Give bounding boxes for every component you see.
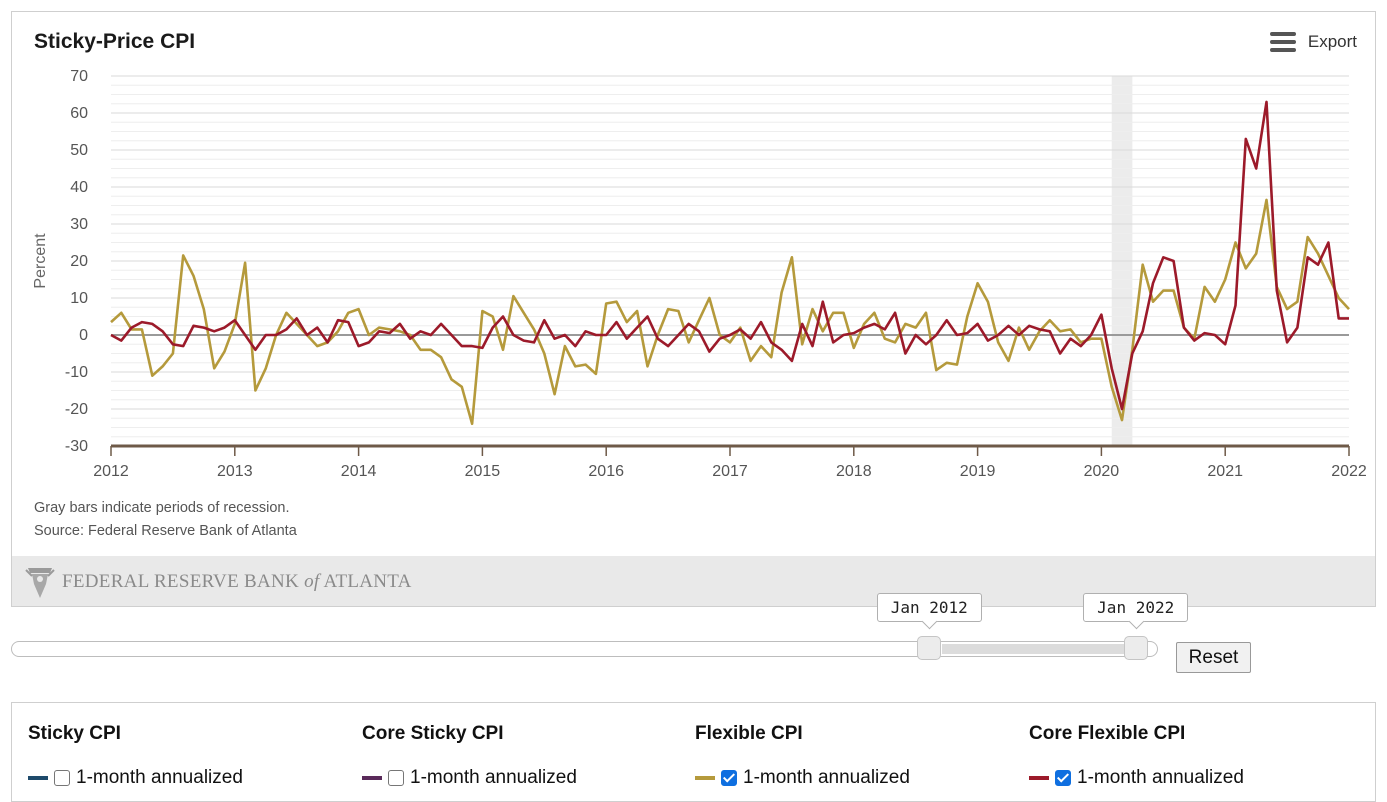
x-tick-label: 2019 xyxy=(960,463,996,480)
x-tick-label: 2022 xyxy=(1331,463,1367,480)
legend-group-core-flexible-cpi: Core Flexible CPI 1-month annualized xyxy=(1029,723,1244,788)
legend-item-label[interactable]: 1-month annualized xyxy=(76,767,243,788)
x-tick-label: 2017 xyxy=(712,463,748,480)
export-button[interactable]: Export xyxy=(1269,32,1357,52)
legend-group-core-sticky-cpi: Core Sticky CPI 1-month annualized xyxy=(362,723,577,788)
series-swatch xyxy=(1029,776,1049,780)
x-tick-label: 2021 xyxy=(1207,463,1243,480)
recession-note: Gray bars indicate periods of recession. xyxy=(34,500,290,516)
x-tick-label: 2020 xyxy=(1084,463,1120,480)
y-tick-label: -20 xyxy=(65,401,88,418)
legend-item-label[interactable]: 1-month annualized xyxy=(410,767,577,788)
x-tick-label: 2012 xyxy=(93,463,129,480)
checkbox-checked[interactable] xyxy=(1055,770,1071,786)
range-start-label: Jan 2012 xyxy=(876,593,982,622)
series-line-flexible-cpi xyxy=(110,198,1350,426)
y-axis-title: Percent xyxy=(32,233,49,289)
y-tick-label: 60 xyxy=(70,105,88,122)
x-tick-label: 2016 xyxy=(588,463,624,480)
series-swatch xyxy=(362,776,382,780)
chart-plot: -30 -20 -10 0 10 20 30 40 50 60 70 Percent 2012 2013 2… xyxy=(32,68,1367,480)
series-swatch xyxy=(695,776,715,780)
y-tick-label: 20 xyxy=(70,253,88,270)
y-tick-label: 50 xyxy=(70,142,88,159)
reset-button[interactable]: Reset xyxy=(1176,642,1251,673)
legend-group-title: Sticky CPI xyxy=(28,723,121,744)
legend-group-flexible-cpi: Flexible CPI 1-month annualized xyxy=(695,723,910,788)
x-tick-label: 2013 xyxy=(217,463,253,480)
x-tick-label: 2018 xyxy=(836,463,872,480)
checkbox-checked[interactable] xyxy=(721,770,737,786)
source-note: Source: Federal Reserve Bank of Atlanta xyxy=(34,523,297,539)
y-tick-label: 70 xyxy=(70,68,88,85)
y-tick-label: 0 xyxy=(79,327,88,344)
frb-logo: FEDERAL RESERVE BANK of ATLANTA xyxy=(24,564,412,600)
checkbox[interactable] xyxy=(54,770,70,786)
legend-item-flexible-cpi[interactable]: 1-month annualized xyxy=(695,767,910,789)
y-tick-label: -10 xyxy=(65,364,88,381)
y-tick-label: 40 xyxy=(70,179,88,196)
chart-panel: -30 -20 -10 0 10 20 30 40 50 60 70 Percent 2012 2013 2… xyxy=(11,11,1376,607)
series-line-core-flexible-cpi xyxy=(110,100,1349,411)
eagle-emblem-icon xyxy=(25,568,55,598)
x-tick-label: 2015 xyxy=(465,463,501,480)
y-tick-label: -30 xyxy=(65,438,88,455)
menu-icon[interactable] xyxy=(1269,32,1296,52)
y-tick-label: 10 xyxy=(70,290,88,307)
range-handle-end[interactable] xyxy=(1123,636,1148,660)
legend-group-title: Core Flexible CPI xyxy=(1029,723,1186,744)
export-label[interactable]: Export xyxy=(1307,32,1357,51)
range-slider-track[interactable] xyxy=(11,641,1158,657)
legend-group-title: Core Sticky CPI xyxy=(362,723,504,744)
legend-item-core-flexible-cpi[interactable]: 1-month annualized xyxy=(1029,767,1244,789)
legend-group-title: Flexible CPI xyxy=(695,723,803,744)
series-swatch xyxy=(28,776,48,780)
range-selected-area[interactable] xyxy=(942,644,1125,654)
legend-item-label[interactable]: 1-month annualized xyxy=(1077,767,1244,788)
legend-panel: Sticky CPI 1-month annualized Core Stick… xyxy=(11,702,1376,802)
legend-item-sticky-cpi[interactable]: 1-month annualized xyxy=(28,767,243,789)
legend-item-core-sticky-cpi[interactable]: 1-month annualized xyxy=(362,767,577,789)
x-tick-label: 2014 xyxy=(341,463,377,480)
checkbox[interactable] xyxy=(388,770,404,786)
range-handle-start[interactable] xyxy=(917,636,942,660)
chart-title: Sticky-Price CPI xyxy=(34,30,196,53)
y-tick-label: 30 xyxy=(70,216,88,233)
range-end-label: Jan 2022 xyxy=(1083,593,1189,622)
legend-group-sticky-cpi: Sticky CPI 1-month annualized xyxy=(28,723,243,788)
logo-text: FEDERAL RESERVE BANK of ATLANTA xyxy=(62,571,412,592)
legend-item-label[interactable]: 1-month annualized xyxy=(743,767,910,788)
